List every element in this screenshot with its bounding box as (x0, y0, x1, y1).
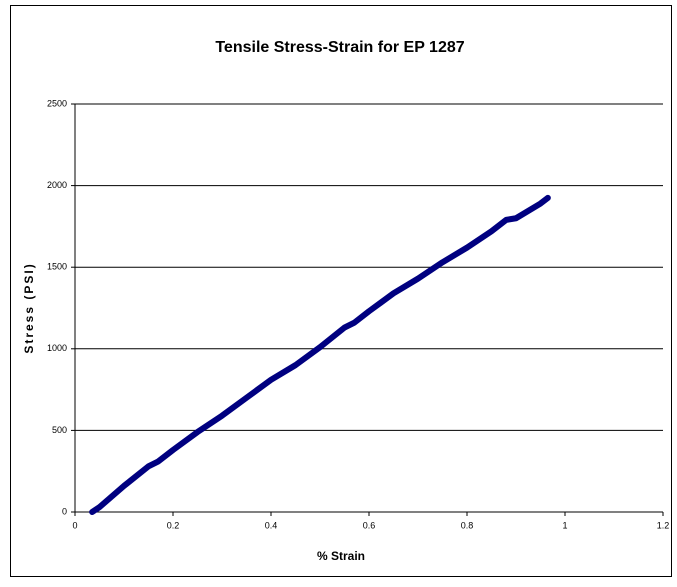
y-axis-label: Stress (PSI) (22, 262, 36, 353)
y-tick-label: 1500 (47, 262, 67, 272)
chart-frame (10, 5, 672, 577)
x-axis-label: % Strain (317, 549, 365, 563)
x-tick-label: 1 (562, 520, 567, 530)
x-tick-label: 0.2 (167, 520, 180, 530)
x-tick-label: 0.6 (363, 520, 376, 530)
y-tick-label: 2000 (47, 180, 67, 190)
x-tick-label: 1.2 (657, 520, 670, 530)
y-tick-label: 500 (52, 425, 67, 435)
x-tick-label: 0.4 (265, 520, 278, 530)
y-tick-label: 0 (62, 506, 67, 516)
chart-title: Tensile Stress-Strain for EP 1287 (215, 39, 464, 56)
y-tick-label: 2500 (47, 98, 67, 108)
data-line (89, 194, 551, 515)
x-tick-label: 0 (72, 520, 77, 530)
x-tick-label: 0.8 (461, 520, 474, 530)
y-tick-label: 1000 (47, 343, 67, 353)
